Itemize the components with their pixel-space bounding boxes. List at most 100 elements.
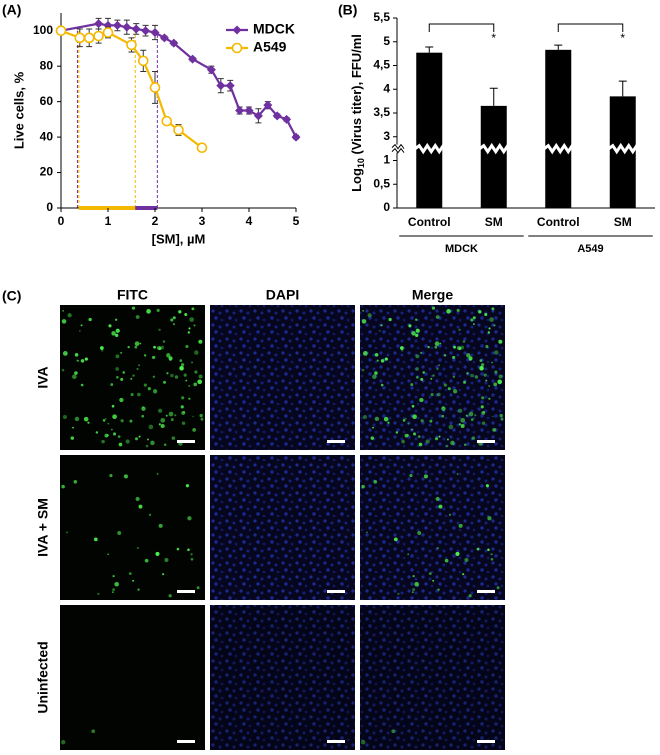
fluorescent-cell (397, 592, 400, 595)
fluorescent-cell (132, 374, 135, 377)
fluorescent-cell (157, 408, 163, 413)
fluorescent-cell (188, 397, 191, 400)
axis-break (478, 142, 512, 155)
fluorescent-cell (474, 414, 477, 417)
fluorescent-cell (488, 397, 491, 400)
data-point (93, 30, 104, 42)
fluorescent-cell (117, 435, 121, 438)
fluorescent-cell (448, 424, 454, 430)
fluorescent-cell (171, 436, 176, 440)
fluorescent-cell (446, 438, 449, 441)
fluorescent-cell (191, 361, 193, 364)
fluorescent-cell (411, 404, 415, 408)
data-point (272, 111, 282, 121)
fluorescent-cell (374, 353, 379, 357)
fluorescent-cell (493, 324, 496, 327)
fluorescent-cell (136, 392, 141, 397)
significance-label: * (491, 31, 496, 45)
fluorescent-cell (109, 473, 113, 478)
fluorescent-cell (412, 414, 417, 420)
y-tick-label: 3,5 (373, 105, 390, 119)
micrograph (360, 605, 505, 750)
y-tick-label: 4 (383, 81, 390, 95)
fluorescent-cell (362, 414, 367, 420)
fluorescent-cell (62, 414, 67, 420)
fluorescent-cell (488, 385, 491, 388)
fluorescent-cell (80, 324, 83, 327)
scale-bar (477, 590, 495, 593)
row-label: Uninfected (35, 641, 51, 713)
axis-break (543, 142, 577, 155)
fluorescent-cell (411, 591, 414, 594)
micrograph (210, 605, 355, 750)
scale-bar (477, 440, 495, 443)
data-point (231, 42, 243, 54)
fluorescent-cell (108, 324, 112, 328)
fluorescent-cell (460, 424, 465, 429)
y-tick-label: 1 (383, 153, 390, 167)
fluorescent-cell (463, 443, 467, 447)
fluorescent-cell (428, 572, 432, 576)
fluorescent-cell (468, 356, 473, 361)
x-tick-label: 1 (105, 214, 112, 228)
fluorescent-cell (367, 313, 372, 318)
data-point (232, 25, 242, 35)
fluorescent-cell (125, 439, 130, 444)
fluorescent-cell (61, 484, 65, 489)
micrograph (360, 455, 505, 600)
fluorescent-cell (374, 416, 380, 422)
fluorescent-cell (114, 581, 119, 587)
fluorescent-cell (180, 405, 184, 409)
fluorescent-cell (432, 579, 435, 582)
fluorescent-cell (156, 473, 159, 475)
bar (416, 52, 443, 208)
fluorescent-cell (184, 312, 188, 317)
fluorescent-cell (455, 551, 460, 556)
fluorescent-cell (420, 351, 423, 354)
micrograph (360, 305, 505, 450)
fluorescent-cell (153, 345, 156, 349)
fluorescent-cell (160, 424, 165, 429)
data-point (55, 25, 67, 37)
fluorescent-cell (470, 318, 474, 322)
fluorescent-cell (112, 414, 117, 420)
fluorescent-cell (457, 408, 463, 413)
fluorescent-cell (466, 372, 469, 375)
scale-bar (477, 740, 495, 743)
fluorescent-cell (460, 418, 466, 423)
fluorescent-cell (476, 547, 480, 551)
fluorescent-cell (76, 359, 79, 362)
fluorescent-cell (411, 428, 413, 431)
fluorescent-cell (456, 473, 459, 475)
fluorescent-cell (387, 421, 390, 424)
fluorescent-cell (379, 330, 381, 332)
fluorescent-cell (485, 379, 488, 382)
fluorescent-cell (120, 377, 124, 381)
fluorescent-cell (434, 341, 440, 347)
fluorescent-cell (146, 438, 149, 441)
fluorescent-cell (436, 547, 439, 549)
fluorescent-cell (441, 406, 446, 411)
fluorescent-cell (102, 419, 106, 422)
fluorescent-cell (156, 308, 160, 312)
y-tick-label: 80 (40, 58, 54, 72)
fluorescent-cell (187, 516, 192, 521)
fluorescent-cell (120, 351, 123, 354)
fluorescent-cell (380, 359, 385, 363)
fluorescent-cell (435, 496, 440, 501)
fluorescent-cell (164, 557, 169, 563)
fluorescent-cell (193, 382, 198, 387)
data-point (173, 124, 184, 136)
fluorescent-cell (493, 382, 498, 387)
fluorescent-cell (393, 537, 398, 542)
fluorescent-cell (490, 553, 493, 556)
axis-break (414, 142, 448, 155)
fluorescent-cell (141, 414, 145, 418)
fluorescent-cell (72, 374, 77, 379)
y-tick-label: 100 (33, 23, 53, 37)
fluorescent-cell (178, 310, 182, 314)
legend-label: A549 (253, 39, 287, 55)
micrograph (210, 455, 355, 600)
fluorescent-cell (473, 323, 475, 325)
fluorescent-cell (415, 328, 420, 333)
